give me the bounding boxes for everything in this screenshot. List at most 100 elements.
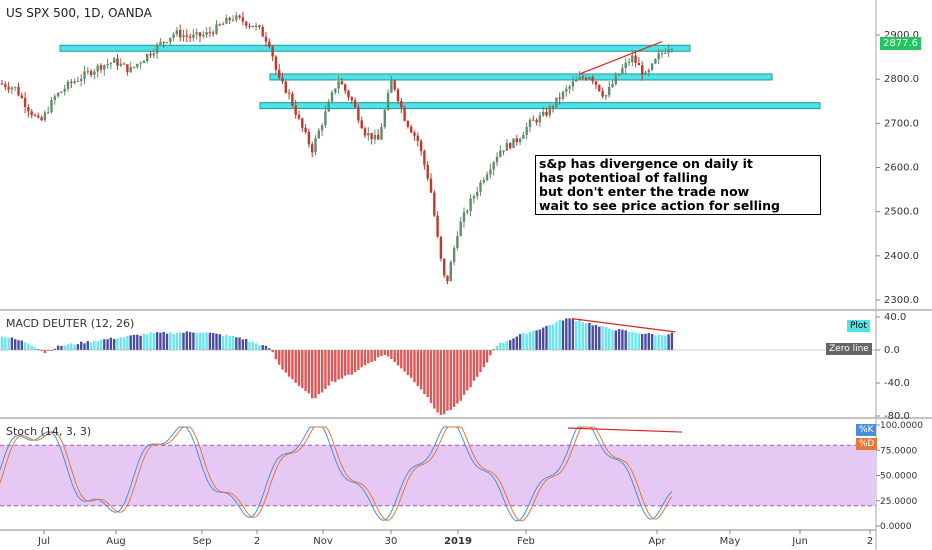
macd-bar bbox=[396, 350, 400, 366]
candle-body bbox=[56, 92, 60, 97]
macd-bar bbox=[268, 348, 271, 350]
candle-body bbox=[155, 44, 159, 54]
candle-body bbox=[27, 107, 30, 112]
price-tick-label: 2300.0 bbox=[884, 295, 919, 306]
candle-body bbox=[205, 32, 208, 35]
macd-bar bbox=[215, 333, 218, 350]
candle-body bbox=[245, 21, 248, 26]
macd-tick-label: 0.0 bbox=[884, 345, 900, 356]
candle-body bbox=[297, 114, 301, 119]
macd-bar bbox=[136, 334, 139, 350]
candle-body bbox=[175, 30, 179, 35]
candle-body bbox=[93, 71, 96, 75]
candle-body bbox=[20, 95, 23, 98]
resistance-zone-1 bbox=[59, 44, 691, 52]
candle-body bbox=[60, 91, 63, 93]
macd-bar bbox=[37, 349, 40, 351]
macd-label: MACD DEUTER (12, 26) bbox=[6, 317, 135, 330]
macd-bar bbox=[311, 350, 314, 399]
macd-bar bbox=[657, 334, 660, 350]
x-tick-label: 2019 bbox=[444, 536, 472, 547]
candle-body bbox=[159, 41, 162, 45]
candle-body bbox=[264, 36, 268, 42]
candle-body bbox=[146, 54, 149, 61]
macd-bar bbox=[73, 344, 76, 350]
candle-body bbox=[525, 126, 528, 135]
macd-bar bbox=[380, 350, 383, 357]
macd-bar bbox=[522, 332, 525, 350]
x-tick-label: 2 bbox=[867, 536, 873, 547]
candle-body bbox=[393, 80, 396, 90]
candle-body bbox=[664, 52, 667, 54]
candle-body bbox=[637, 63, 641, 66]
macd-bar bbox=[482, 350, 485, 368]
candle-body bbox=[436, 215, 439, 237]
candle-body bbox=[106, 64, 109, 66]
macd-bar bbox=[47, 350, 50, 351]
candle-body bbox=[142, 60, 146, 64]
candle-body bbox=[370, 133, 373, 140]
macd-bar bbox=[188, 332, 192, 350]
macd-bar bbox=[532, 330, 535, 350]
candle-body bbox=[172, 34, 175, 38]
candle-body bbox=[208, 32, 212, 34]
candle-body bbox=[330, 92, 334, 102]
candle-body bbox=[40, 117, 43, 121]
macd-bar bbox=[588, 322, 591, 350]
macd-bar bbox=[426, 350, 429, 398]
candle-body bbox=[670, 48, 674, 50]
candle-body bbox=[377, 134, 380, 140]
macd-bar bbox=[565, 318, 568, 350]
macd-bar bbox=[159, 332, 162, 350]
candle-body bbox=[561, 91, 565, 99]
stoch-lower-high-line bbox=[567, 427, 683, 433]
candle-body bbox=[251, 26, 254, 28]
stoch-k-legend: %K bbox=[856, 424, 877, 436]
candle-body bbox=[221, 23, 225, 25]
macd-bar bbox=[462, 350, 466, 395]
macd-bar bbox=[416, 350, 419, 387]
macd-bar bbox=[410, 350, 413, 378]
candle-body bbox=[495, 156, 499, 163]
macd-bar bbox=[334, 350, 337, 382]
resistance-zone-3 bbox=[259, 102, 821, 110]
macd-bar bbox=[287, 350, 291, 377]
candle-body bbox=[122, 63, 126, 65]
macd-bar bbox=[297, 350, 301, 387]
candle-body bbox=[462, 212, 466, 222]
candle-body bbox=[555, 97, 558, 107]
macd-bar bbox=[83, 343, 86, 350]
candle-body bbox=[320, 125, 324, 131]
stoch-overbought-oversold-band bbox=[0, 445, 876, 506]
candle-body bbox=[195, 32, 198, 35]
macd-bar bbox=[641, 333, 644, 350]
candle-body bbox=[502, 150, 505, 152]
macd-bar bbox=[278, 350, 281, 365]
candle-body bbox=[37, 115, 40, 118]
macd-bar bbox=[99, 339, 103, 350]
macd-bar bbox=[660, 335, 664, 350]
macd-bar bbox=[248, 341, 251, 350]
x-tick-label: 30 bbox=[385, 536, 398, 547]
macd-bar bbox=[27, 343, 30, 350]
macd-bar bbox=[535, 330, 538, 350]
macd-bar bbox=[423, 350, 426, 395]
candle-body bbox=[571, 81, 575, 87]
candle-body bbox=[608, 86, 611, 96]
candle-body bbox=[281, 77, 284, 82]
candle-body bbox=[139, 63, 142, 65]
macd-bar bbox=[251, 341, 254, 350]
candle-body bbox=[33, 115, 37, 117]
candle-body bbox=[337, 81, 340, 89]
candle-body bbox=[396, 89, 400, 102]
candle-body bbox=[588, 77, 591, 80]
macd-bar bbox=[542, 327, 545, 350]
candle-body bbox=[132, 66, 136, 68]
macd-bar bbox=[631, 331, 634, 350]
candle-body bbox=[99, 65, 103, 70]
stoch-band-layer bbox=[0, 444, 876, 507]
macd-bar bbox=[116, 338, 119, 350]
macd-bar bbox=[353, 350, 357, 373]
candle-body bbox=[334, 88, 337, 93]
